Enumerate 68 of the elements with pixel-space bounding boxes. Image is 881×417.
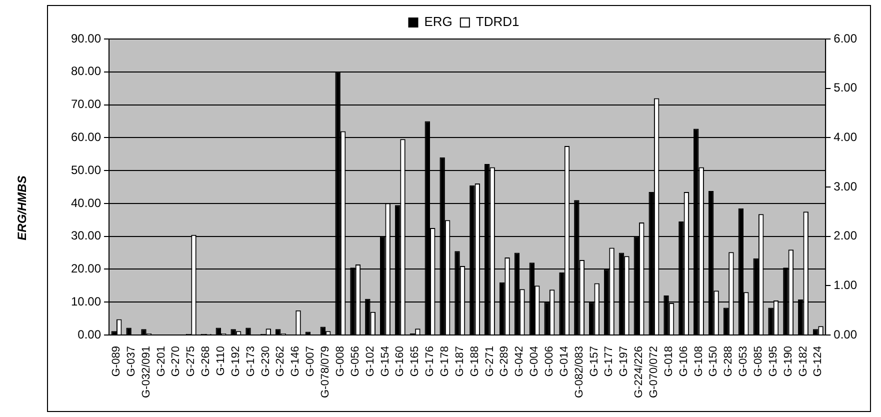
y-tick-label: 30.00	[71, 228, 102, 243]
x-tick-label: G-178	[438, 346, 451, 377]
x-tick-label: G-195	[767, 346, 780, 377]
x-tick-label: G-160	[394, 346, 406, 377]
x-tick-label: G-007	[304, 346, 317, 377]
y-tick-label: 20.00	[71, 262, 102, 276]
x-tick-label: G-082/083	[573, 346, 586, 398]
x-tick-label: G-271	[484, 346, 496, 377]
x-tick-label: G-006	[543, 346, 556, 377]
legend-label: TDRD1	[476, 14, 520, 30]
x-tick-label: G-230	[260, 346, 272, 377]
y2-tick-label: 6.00	[834, 31, 858, 46]
y2-tick-label: 1.00	[834, 278, 858, 292]
x-tick-label: G-288	[722, 346, 735, 377]
x-tick-label: G-173	[244, 346, 257, 377]
x-tick-label: G-275	[185, 346, 198, 377]
x-tick-label: G-187	[454, 346, 466, 377]
x-tick-label: G-177	[603, 346, 616, 377]
x-tick-label: G-182	[797, 346, 810, 377]
x-tick-label: G-008	[334, 346, 346, 377]
x-tick-label: G-157	[588, 346, 600, 377]
legend-label: ERG	[424, 14, 452, 30]
y-axis-title: ERG/HMBS	[15, 176, 29, 240]
x-tick-label: G-004	[528, 346, 541, 377]
y2-tick-label: 3.00	[834, 179, 858, 194]
x-tick-label: G-042	[514, 346, 526, 377]
x-tick-label: G-014	[558, 346, 570, 377]
y-tick-label: 40.00	[71, 196, 102, 210]
x-tick-label: G-176	[424, 346, 436, 377]
x-tick-label: G-270	[170, 346, 182, 377]
x-tick-label: G-085	[752, 346, 764, 377]
x-tick-label: G-146	[290, 346, 302, 377]
x-tick-label: G-201	[155, 346, 168, 377]
x-tick-label: G-197	[618, 346, 630, 377]
y2-tick-label: 0.00	[834, 327, 858, 342]
x-tick-label: G-078/079	[320, 346, 332, 398]
x-tick-label: G-018	[662, 346, 675, 377]
x-tick-label: G-188	[468, 346, 481, 377]
x-tick-label: G-124	[812, 346, 824, 377]
x-tick-label: G-268	[200, 346, 212, 377]
y-tick-label: 90.00	[71, 31, 102, 46]
x-tick-label: G-192	[230, 346, 242, 377]
x-tick-label: G-150	[708, 346, 720, 377]
x-tick-label: G-032/091	[140, 346, 152, 398]
x-tick-label: G-110	[215, 346, 228, 376]
x-tick-label: G-190	[782, 346, 794, 377]
x-tick-label: G-070/072	[648, 346, 660, 398]
x-tick-label: G-108	[692, 346, 705, 377]
x-tick-label: G-224/226	[633, 346, 646, 398]
y-tick-label: 0.00	[78, 327, 102, 342]
x-tick-label: G-053	[738, 346, 750, 377]
y-tick-label: 50.00	[71, 162, 102, 177]
y-tick-label: 70.00	[71, 97, 102, 112]
y2-tick-label: 5.00	[834, 80, 858, 95]
x-tick-label: G-262	[274, 346, 287, 377]
x-tick-label: G-165	[409, 346, 422, 377]
x-tick-label: G-089	[110, 346, 123, 377]
x-tick-label: G-037	[125, 346, 138, 377]
x-tick-label: G-289	[498, 346, 511, 377]
y-tick-label: 80.00	[71, 64, 102, 78]
x-tick-label: G-102	[364, 346, 376, 377]
y2-tick-label: 2.00	[834, 228, 858, 243]
x-tick-label: G-056	[349, 346, 362, 377]
x-tick-label: G-106	[678, 346, 690, 377]
y-tick-label: 10.00	[71, 294, 102, 308]
x-tick-label: G-154	[379, 346, 392, 377]
y-tick-label: 60.00	[71, 130, 102, 144]
y2-tick-label: 4.00	[834, 130, 858, 144]
